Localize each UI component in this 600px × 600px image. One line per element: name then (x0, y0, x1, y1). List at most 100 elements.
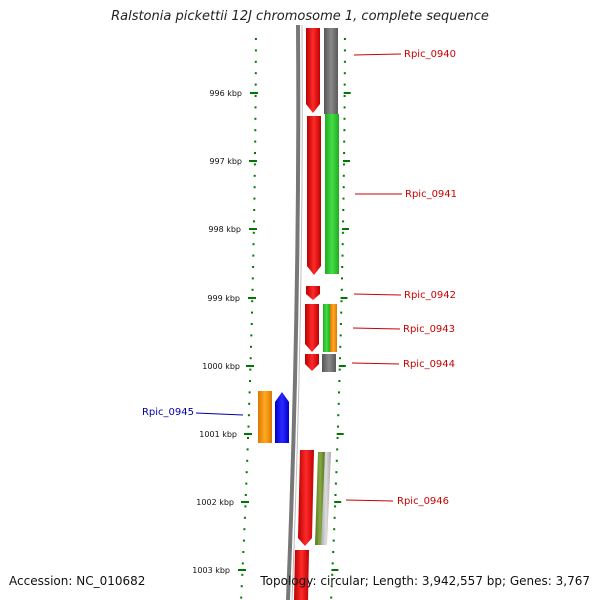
guide-dot (342, 174, 345, 177)
guide-dot (330, 585, 333, 588)
guide-dot (245, 471, 248, 474)
guide-dot (254, 140, 257, 143)
guide-dot (342, 197, 345, 200)
guide-dot (254, 49, 257, 52)
guide-dot (343, 117, 346, 120)
gene-label-rpic-0942[interactable]: Rpic_0942 (404, 290, 456, 301)
cog-bar-0941 (325, 114, 339, 274)
gene-label-rpic-0945[interactable]: Rpic_0945 (142, 407, 194, 418)
guide-dot (334, 505, 337, 508)
cds-next[interactable] (294, 550, 309, 600)
guide-dot (333, 528, 336, 531)
gene-label-rpic-0946[interactable]: Rpic_0946 (397, 496, 449, 507)
gene-label-rpic-0940[interactable]: Rpic_0940 (404, 49, 456, 60)
guide-dot (254, 38, 257, 40)
cds-rpic-0944[interactable] (305, 354, 319, 371)
guide-dot (254, 129, 257, 132)
guide-dot (254, 60, 257, 63)
cds-rpic-0941[interactable] (307, 116, 321, 275)
guide-dot (343, 49, 346, 52)
guide-dot (335, 459, 338, 462)
guide-dot (332, 551, 335, 553)
guide-dot (342, 186, 345, 189)
guide-dot (254, 95, 257, 97)
guide-dot (252, 231, 255, 234)
guide-dot (240, 585, 243, 588)
guide-dot (341, 277, 343, 280)
guide-dot (251, 311, 253, 314)
map-title: Ralstonia pickettii 12J chromosome 1, co… (111, 9, 489, 24)
guide-dot (253, 209, 256, 211)
guide-dot (252, 266, 255, 268)
guide-dot (251, 277, 254, 280)
leader-0946 (345, 499, 394, 502)
guide-dot (340, 311, 343, 314)
guide-dot (341, 231, 344, 234)
guide-dot (254, 83, 257, 86)
guide-dot (253, 197, 256, 200)
guide-dot (244, 494, 247, 496)
guide-dot (343, 163, 345, 166)
guide-dot (340, 288, 343, 291)
leader-0940 (353, 53, 402, 56)
guide-dot (330, 596, 333, 599)
guide-dot (246, 448, 249, 451)
guide-dot (254, 117, 257, 120)
cds-rpic-0940[interactable] (306, 28, 320, 113)
guide-dot (343, 152, 346, 154)
guide-dot (249, 380, 251, 382)
chromosome-backbone (286, 24, 301, 600)
guide-dot (341, 254, 344, 257)
guide-dot (331, 573, 334, 576)
guide-dot (338, 380, 341, 382)
guide-dot (247, 425, 250, 428)
guide-dot (240, 596, 243, 599)
guide-dot (338, 368, 341, 371)
guide-dot (251, 300, 254, 303)
gene-label-rpic-0941[interactable]: Rpic_0941 (405, 189, 457, 200)
guide-dot (253, 220, 255, 223)
guide-dot (339, 357, 341, 360)
scale-label-997: 997 kbp (209, 157, 242, 166)
scale-label-1001: 1001 kbp (199, 430, 237, 439)
cds-rpic-0943[interactable] (305, 304, 319, 352)
guide-dot (343, 38, 346, 40)
scale-label-999: 999 kbp (207, 294, 240, 303)
guide-dot (343, 60, 346, 63)
guide-dot (241, 573, 244, 576)
guide-dot (342, 220, 345, 223)
guide-dot (331, 562, 334, 565)
guide-dot (343, 83, 346, 86)
cog-bar-0945 (258, 391, 272, 443)
cog-bar-0944 (322, 354, 336, 372)
outer-guide-dots (330, 38, 351, 599)
guide-dot (342, 209, 345, 211)
gene-label-rpic-0944[interactable]: Rpic_0944 (403, 359, 455, 370)
guide-dot (339, 323, 342, 325)
cds-rpic-0945[interactable] (275, 392, 289, 443)
guide-dot (244, 505, 247, 508)
leader-0943 (352, 327, 401, 330)
leader-0944 (351, 362, 400, 365)
guide-dot (247, 414, 250, 417)
leader-0945 (195, 412, 244, 416)
guide-dot (335, 471, 338, 474)
cds-rpic-0946[interactable] (298, 450, 314, 546)
guide-dot (242, 551, 245, 553)
leader-0942 (353, 293, 402, 296)
guide-dot (336, 437, 339, 439)
cds-rpic-0942[interactable] (306, 286, 320, 300)
cog-bar-0946b (321, 452, 331, 545)
guide-dot (243, 516, 246, 519)
guide-dot (332, 539, 335, 542)
guide-dot (339, 334, 342, 337)
inner-guide-dots (240, 38, 257, 599)
guide-dot (252, 254, 255, 257)
scale-label-1000: 1000 kbp (202, 362, 240, 371)
gene-label-rpic-0943[interactable]: Rpic_0943 (403, 324, 455, 335)
guide-dot (245, 482, 248, 485)
guide-dot (254, 72, 257, 75)
guide-dot (248, 402, 251, 405)
guide-dot (254, 106, 257, 109)
